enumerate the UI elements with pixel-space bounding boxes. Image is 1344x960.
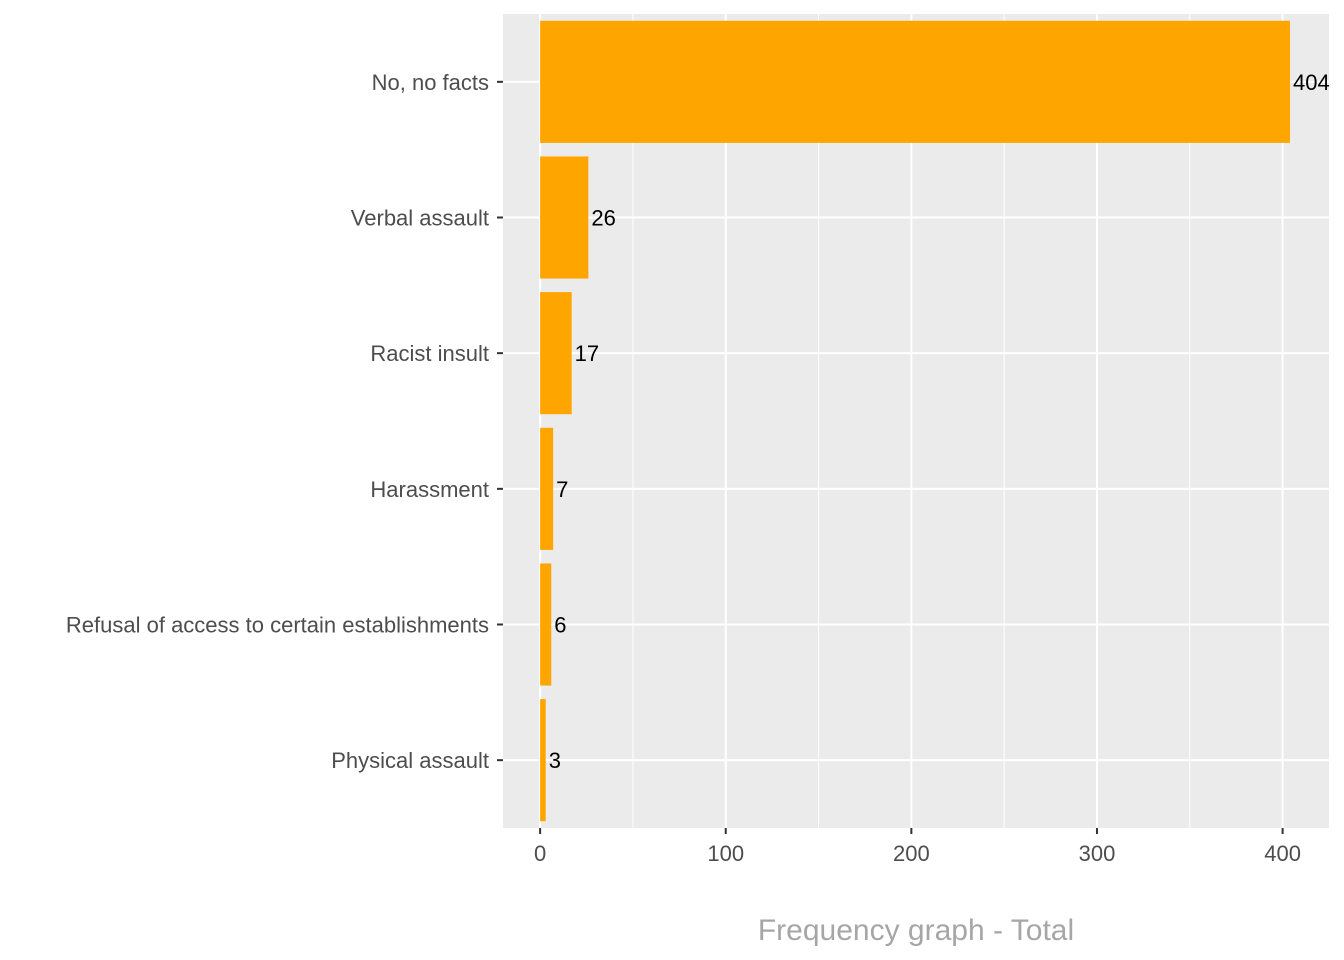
y-tick-label: Verbal assault (351, 206, 489, 231)
x-tick-label: 400 (1264, 841, 1301, 866)
y-tick-label: No, no facts (372, 70, 489, 95)
x-axis-title: Frequency graph - Total (758, 914, 1074, 947)
plot-panel (503, 14, 1329, 828)
data-labels: 404 26 17 7 6 3 (549, 70, 1330, 773)
bar (540, 427, 554, 550)
data-label: 7 (556, 477, 568, 502)
bar (540, 699, 546, 822)
data-label: 17 (575, 341, 599, 366)
y-tick-label: Physical assault (331, 748, 489, 773)
data-label: 404 (1293, 70, 1330, 95)
y-tick-label: Harassment (370, 477, 489, 502)
bar (540, 156, 589, 279)
data-label: 3 (549, 748, 561, 773)
x-tick-label: 200 (893, 841, 930, 866)
x-tick-label: 300 (1079, 841, 1116, 866)
data-label: 26 (591, 206, 615, 231)
bars (540, 20, 1291, 822)
y-tick-label: Racist insult (370, 341, 489, 366)
x-tick-label: 100 (707, 841, 744, 866)
data-label: 6 (554, 613, 566, 638)
x-axis: 0 100 200 300 400 (534, 828, 1301, 866)
y-tick-label: Refusal of access to certain establishme… (66, 613, 489, 638)
bar (540, 563, 552, 686)
x-tick-label: 0 (534, 841, 546, 866)
y-axis: No, no facts Verbal assault Racist insult H… (66, 70, 503, 773)
bar (540, 20, 1291, 143)
bar (540, 292, 572, 415)
minor-gridlines (632, 14, 1191, 828)
